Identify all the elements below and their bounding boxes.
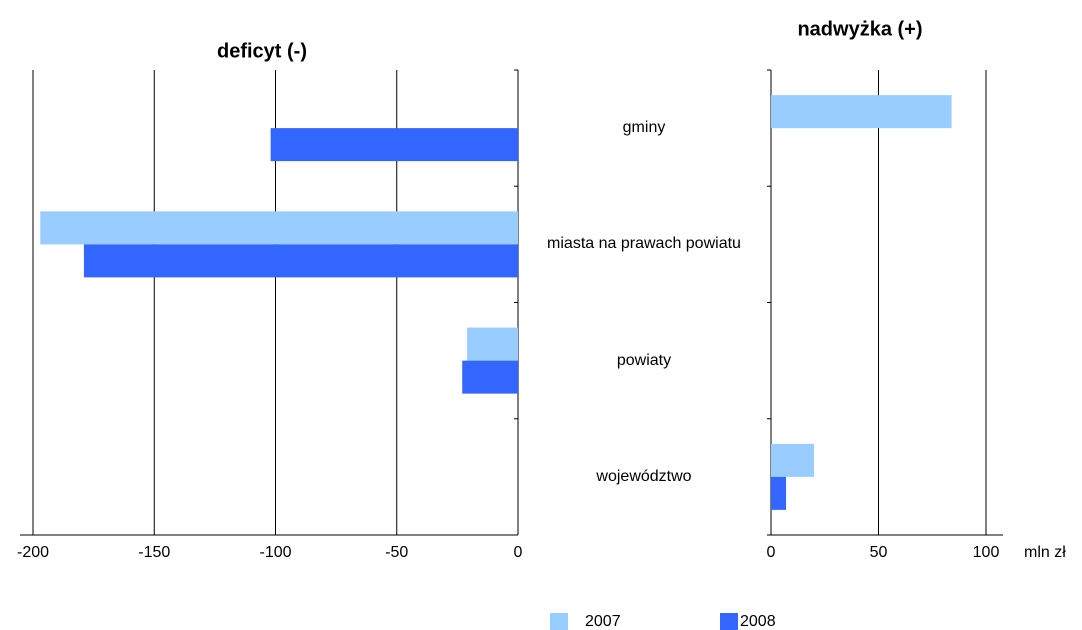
x-tick-label: -50 <box>385 544 408 561</box>
bar <box>83 244 519 278</box>
bar <box>40 211 519 245</box>
panel-title: nadwyżka (+) <box>797 18 922 40</box>
bar <box>771 443 814 477</box>
bar <box>270 128 518 162</box>
x-tick-label: 100 <box>973 544 1000 561</box>
x-tick-label: -200 <box>17 544 49 561</box>
category-label: miasta na prawach powiatu <box>547 235 741 253</box>
x-tick-label: 0 <box>767 544 776 561</box>
category-label: gminy <box>622 119 666 137</box>
category-label: powiaty <box>616 351 672 369</box>
bar <box>467 327 518 361</box>
x-tick-label: -150 <box>138 544 170 561</box>
x-tick-label: 50 <box>870 544 888 561</box>
x-tick-label: -100 <box>259 544 291 561</box>
x-tick-label: 0 <box>514 544 523 561</box>
legend-swatch <box>720 613 738 630</box>
legend-swatch <box>550 613 568 630</box>
panel-title: deficyt (-) <box>217 40 307 62</box>
legend-label: 2008 <box>740 613 776 630</box>
bar <box>462 360 518 394</box>
unit-label: mln zł <box>1024 544 1066 561</box>
bar <box>771 95 952 129</box>
legend-label: 2007 <box>585 613 621 630</box>
category-label: województwo <box>596 467 692 485</box>
bar <box>771 476 787 510</box>
